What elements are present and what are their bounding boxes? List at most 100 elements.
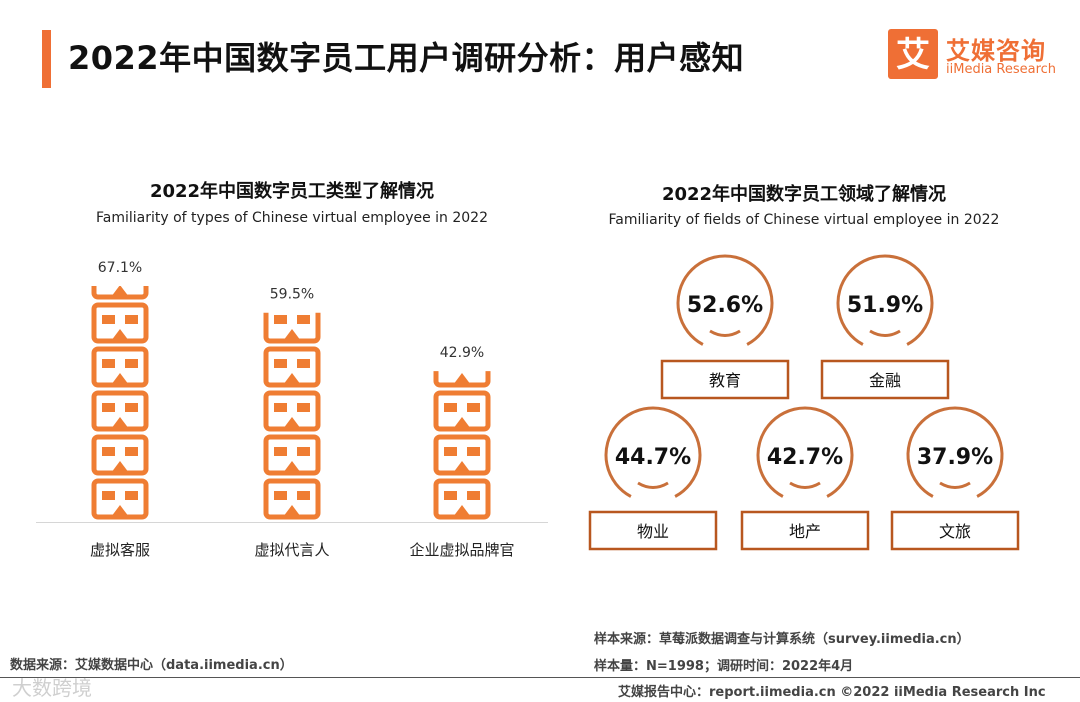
vr-icon-nose [453,329,471,341]
field-smile [637,481,669,489]
vr-icon-nose [111,505,129,517]
vr-icon-lens-right [125,359,138,368]
bar-category-label: 企业虚拟品牌官 [409,541,514,559]
right-chart-title: 2022年中国数字员工领域了解情况 [661,184,947,205]
vr-icon-nose [453,417,471,429]
field-smile [939,481,971,489]
field-item-文旅: 37.9% 文旅 [890,406,1020,551]
field-item-金融: 51.9% 金融 [820,254,950,400]
field-item-地产: 42.7% 地产 [740,406,870,551]
vr-icon-nose [111,373,129,385]
vr-icon-nose [453,505,471,517]
vr-icon-lens-right [125,315,138,324]
field-label-box [820,359,950,400]
field-category-label: 文旅 [939,522,971,541]
vr-icon-lens-right [297,271,310,280]
field-item-教育: 52.6% 教育 [660,254,790,400]
vr-icon-nose [453,373,471,385]
bar-value-label: 67.1% [98,260,142,276]
field-label-box [740,510,870,551]
left-chart-subtitle: Familiarity of types of Chinese virtual … [96,210,488,226]
vr-icon-lens-right [125,227,138,236]
vr-icon-lens-left [274,271,287,280]
sample-size-note: 样本量：N=1998；调研时间：2022年4月 [594,659,854,674]
vr-icon-lens-left [102,359,115,368]
vr-icon-lens-left [102,227,115,236]
bar-mark-虚拟代言人 [263,271,321,520]
field-circle [756,406,854,498]
sample-source-note: 样本来源：草莓派数据调查与计算系统（survey.iimedia.cn） [594,632,970,647]
vr-icon-lens-left [102,403,115,412]
field-label-box [660,359,790,400]
vr-icon-lens-left [102,491,115,500]
vr-icon-lens-right [125,491,138,500]
field-circle [676,254,774,346]
vr-icon-lens-left [274,447,287,456]
bar-category-label: 虚拟代言人 [254,541,329,559]
field-label-box [890,510,1020,551]
vr-icon-frame [94,217,146,253]
field-category-label: 物业 [637,522,669,541]
field-value-label: 51.9% [847,293,923,318]
vr-icon-nose [283,417,301,429]
field-circle [906,406,1004,498]
field-value-label: 37.9% [917,445,993,470]
field-value-label: 52.6% [687,293,763,318]
vr-icon-lens-right [125,447,138,456]
title-accent-bar [42,30,51,88]
vr-icon-lens-right [297,491,310,500]
vr-icon-nose [283,329,301,341]
bar-value-label: 42.9% [440,345,484,361]
right-chart-subtitle: Familiarity of fields of Chinese virtual… [608,212,1000,228]
vr-icon-lens-left [102,447,115,456]
vr-icon-lens-right [125,403,138,412]
footer-divider [0,677,1080,678]
vr-icon-lens-right [467,447,480,456]
field-category-label: 教育 [709,371,741,390]
vr-icon-lens-right [297,315,310,324]
vr-icon-nose [283,373,301,385]
logo-mark: 艾 [888,29,938,79]
field-category-label: 金融 [869,371,901,390]
left-chart-title: 2022年中国数字员工类型了解情况 [149,181,435,202]
vr-icon-lens-left [274,315,287,324]
field-value-label: 44.7% [615,445,691,470]
field-item-物业: 44.7% 物业 [588,406,718,551]
vr-icon-nose [111,461,129,473]
field-circle [836,254,934,346]
data-source-note: 数据来源：艾媒数据中心（data.iimedia.cn） [10,658,293,673]
bar-category-label: 虚拟客服 [90,541,150,559]
vr-icon-lens-right [297,403,310,412]
vr-icon-nose [283,461,301,473]
vr-icon-lens-right [467,315,480,324]
vr-icon-nose [111,286,129,297]
field-smile [869,329,901,337]
vr-icon-lens-right [297,447,310,456]
logo-mark-text: 艾 [896,35,930,75]
vr-icon-lens-right [467,491,480,500]
report-center-note: 艾媒报告中心：report.iimedia.cn ©2022 iiMedia R… [618,685,1046,700]
logo-name-cn: 艾媒咨询 [946,37,1046,65]
logo-mark-glyph: 艾 [896,35,930,75]
vr-icon-lens-right [467,403,480,412]
vr-icon-frame [436,305,488,341]
bar-mark-企业虚拟品牌官 [433,305,491,520]
vr-icon-lens-left [274,403,287,412]
vr-icon-lens-left [274,491,287,500]
vr-icon-lens-right [297,359,310,368]
vr-icon-lens-left [274,359,287,368]
field-smile [789,481,821,489]
vr-icon-lens-left [444,447,457,456]
vr-icon-nose [111,329,129,341]
field-value-label: 42.7% [767,445,843,470]
page-title: 2022年中国数字员工用户调研分析：用户感知 [68,39,745,77]
vr-icon-lens-left [444,315,457,324]
iimedia-logo: 艾 艾媒咨询 iiMedia Research [888,29,1070,83]
vr-icon-nose [283,505,301,517]
vr-icon-nose [453,461,471,473]
logo-name-en: iiMedia Research [946,62,1057,77]
field-circle [604,406,702,498]
vr-icon-nose [111,241,129,253]
bar-value-label: 59.5% [270,287,314,303]
